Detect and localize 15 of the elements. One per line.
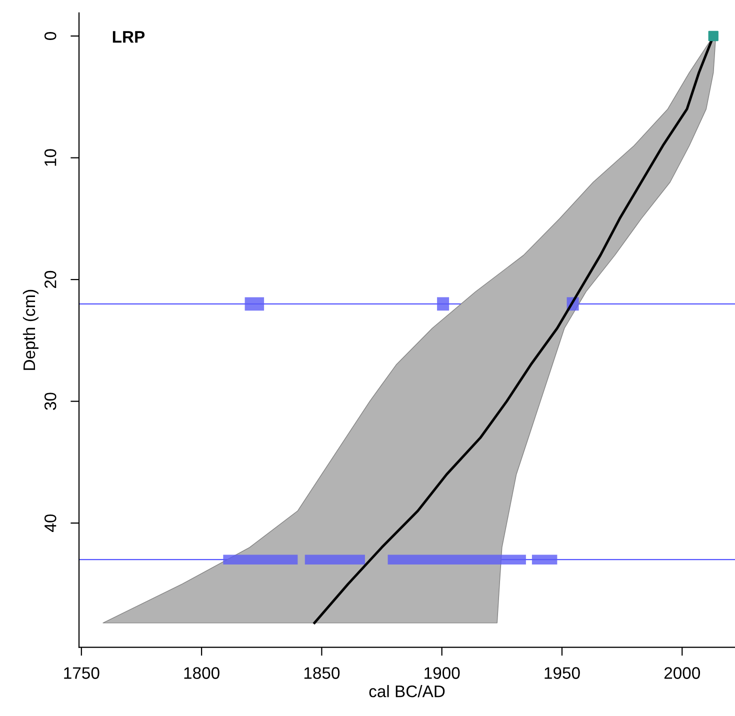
y-tick-label: 30 — [44, 392, 56, 410]
bar — [304, 554, 365, 564]
y-axis-title: Depth (cm) — [22, 290, 38, 370]
y-tick-label: 20 — [44, 270, 56, 288]
y-tick-label: 0 — [44, 32, 56, 40]
x-tick-label: 1950 — [544, 667, 580, 679]
x-tick-label: 1900 — [424, 667, 460, 679]
annotation: LRP — [112, 31, 145, 43]
x-tick-label: 1800 — [184, 667, 220, 679]
x-axis-title: cal BC/AD — [369, 685, 445, 698]
x-tick-label: 2000 — [664, 667, 700, 679]
x-tick-label: 1750 — [64, 667, 100, 679]
y-tick-label: 10 — [44, 149, 56, 166]
y-tick-label: 40 — [44, 514, 56, 532]
x-tick-label: 1850 — [304, 667, 340, 679]
